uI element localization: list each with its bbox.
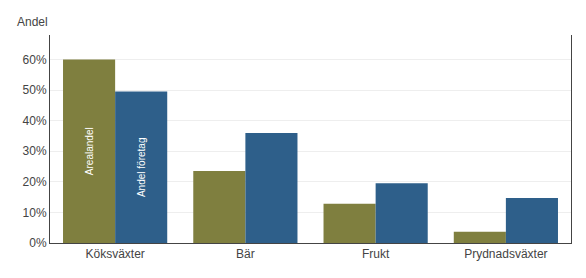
svg-text:40%: 40% <box>23 114 47 128</box>
svg-text:Köksväxter: Köksväxter <box>85 247 144 261</box>
svg-text:Prydnadsväxter: Prydnadsväxter <box>464 247 547 261</box>
svg-text:Andel företag: Andel företag <box>136 138 147 198</box>
svg-text:Arealandel: Arealandel <box>84 127 95 175</box>
svg-text:20%: 20% <box>23 175 47 189</box>
svg-text:10%: 10% <box>23 206 47 220</box>
svg-text:Frukt: Frukt <box>362 247 390 261</box>
svg-text:Andel: Andel <box>17 15 48 29</box>
svg-text:0%: 0% <box>29 236 47 250</box>
svg-text:60%: 60% <box>23 53 47 67</box>
svg-text:50%: 50% <box>23 83 47 97</box>
svg-text:30%: 30% <box>23 144 47 158</box>
svg-text:Bär: Bär <box>236 247 255 261</box>
